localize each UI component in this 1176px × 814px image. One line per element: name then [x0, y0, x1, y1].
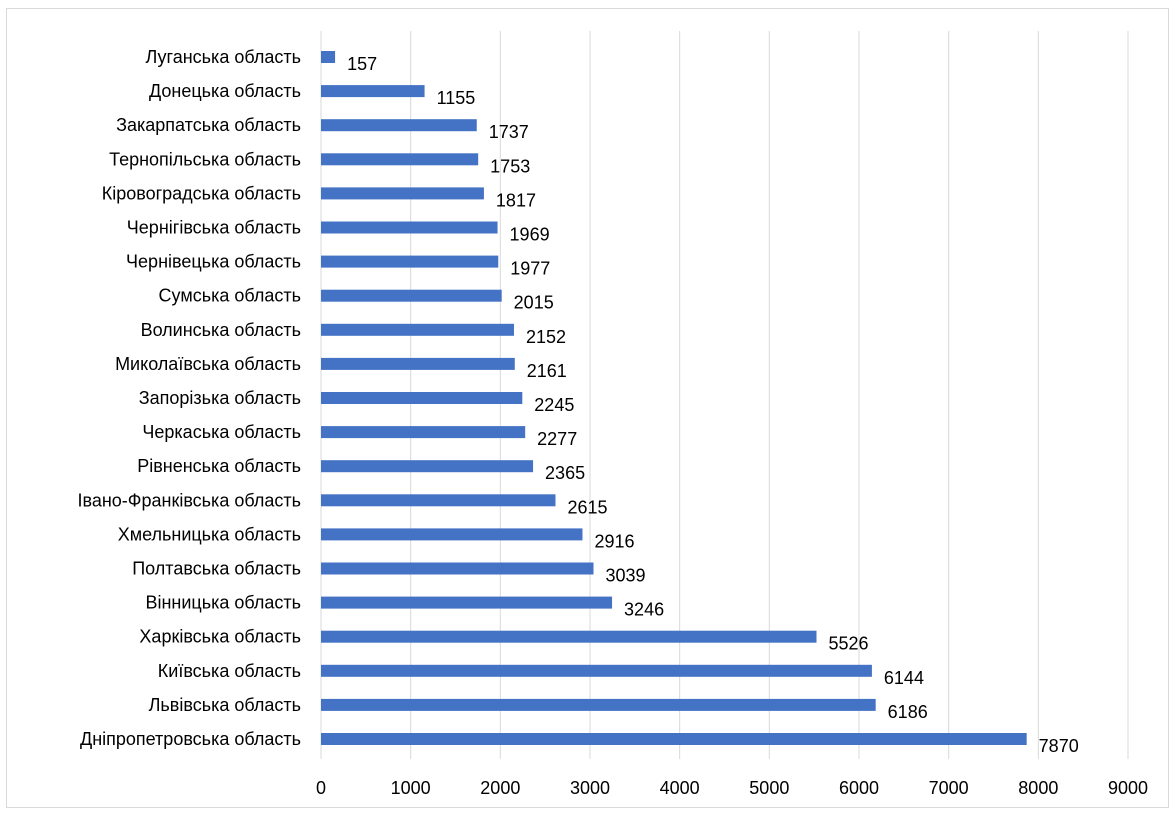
bars	[321, 51, 1027, 745]
category-label: Запорізька область	[139, 388, 301, 408]
category-label: Вінницька область	[145, 593, 301, 613]
bar	[321, 596, 613, 609]
category-label: Тернопільська область	[109, 149, 301, 169]
data-label: 3246	[624, 600, 664, 620]
data-label: 5526	[828, 634, 868, 654]
data-label: 1977	[510, 259, 550, 279]
bar-chart: Луганська область Донецька область Закарпа…	[77, 31, 1148, 798]
data-label: 157	[347, 54, 377, 74]
bar	[321, 289, 502, 302]
category-label: Волинська область	[141, 320, 301, 340]
data-label: 2152	[526, 327, 566, 347]
data-label: 1155	[437, 88, 476, 108]
bar	[321, 153, 479, 166]
bar	[321, 221, 498, 234]
bar	[321, 85, 425, 98]
bar	[321, 664, 872, 677]
x-tick-label: 4000	[660, 778, 700, 798]
category-label: Хмельницька область	[118, 524, 301, 544]
data-label: 2365	[545, 463, 585, 483]
x-tick-label: 9000	[1108, 778, 1148, 798]
data-label: 2161	[527, 361, 567, 381]
data-label: 2277	[537, 429, 577, 449]
data-label: 7870	[1039, 736, 1079, 756]
category-labels: Луганська область Донецька область Закарпа…	[77, 47, 301, 749]
category-label: Полтавська область	[132, 559, 301, 579]
x-tick-label: 1000	[391, 778, 431, 798]
category-label: Черкаська область	[142, 422, 301, 442]
data-label: 1753	[490, 156, 530, 176]
bar	[321, 357, 515, 370]
bar	[321, 562, 594, 575]
category-label: Чернівецька область	[126, 252, 301, 272]
data-label: 6144	[884, 668, 924, 688]
category-label: Львівська область	[149, 695, 301, 715]
category-label: Чернігівська область	[127, 218, 301, 238]
x-axis-ticks: 0 1000 2000 3000 4000 5000 6000 7000 8000 9000	[316, 778, 1148, 798]
data-label: 2916	[594, 531, 634, 551]
bar	[321, 630, 817, 643]
category-label: Рівненська область	[137, 456, 301, 476]
data-label: 3039	[605, 566, 645, 586]
category-label: Харківська область	[139, 627, 301, 647]
category-label: Донецька область	[149, 81, 301, 101]
data-label: 6186	[888, 702, 928, 722]
data-label: 1737	[489, 122, 529, 142]
x-tick-label: 3000	[570, 778, 610, 798]
x-tick-label: 0	[316, 778, 326, 798]
bar	[321, 494, 556, 507]
data-label: 1817	[496, 190, 536, 210]
category-label: Івано-Франківська область	[77, 490, 301, 510]
x-tick-label: 2000	[480, 778, 520, 798]
bar	[321, 733, 1027, 745]
data-labels: 157 1155 1737 1753 1817 1969 1977 2015 2152 2161 2…	[347, 54, 1079, 756]
bar	[321, 392, 523, 404]
category-label: Закарпатська область	[116, 115, 301, 135]
bar	[321, 255, 499, 268]
bar	[321, 187, 484, 200]
data-label: 2245	[534, 395, 574, 415]
category-label: Сумська область	[159, 286, 301, 306]
bar	[321, 323, 514, 336]
x-tick-label: 5000	[749, 778, 789, 798]
bar	[321, 528, 583, 541]
category-label: Київська область	[158, 661, 301, 681]
x-tick-label: 8000	[1018, 778, 1058, 798]
data-label: 2615	[567, 497, 607, 517]
x-tick-label: 7000	[929, 778, 969, 798]
data-label: 2015	[514, 293, 554, 313]
category-label: Кіровоградська область	[102, 183, 301, 203]
data-label: 1969	[510, 225, 550, 245]
category-label: Миколаївська область	[115, 354, 301, 374]
bar	[321, 426, 526, 439]
x-tick-label: 6000	[839, 778, 879, 798]
chart-frame: Луганська область Донецька область Закарпа…	[6, 8, 1169, 808]
bar	[321, 460, 534, 473]
bar	[321, 51, 336, 63]
gridlines	[320, 31, 1129, 759]
category-label: Дніпропетровська область	[80, 729, 301, 749]
bar	[321, 698, 876, 711]
bar	[321, 119, 477, 132]
category-label: Луганська область	[146, 47, 301, 67]
